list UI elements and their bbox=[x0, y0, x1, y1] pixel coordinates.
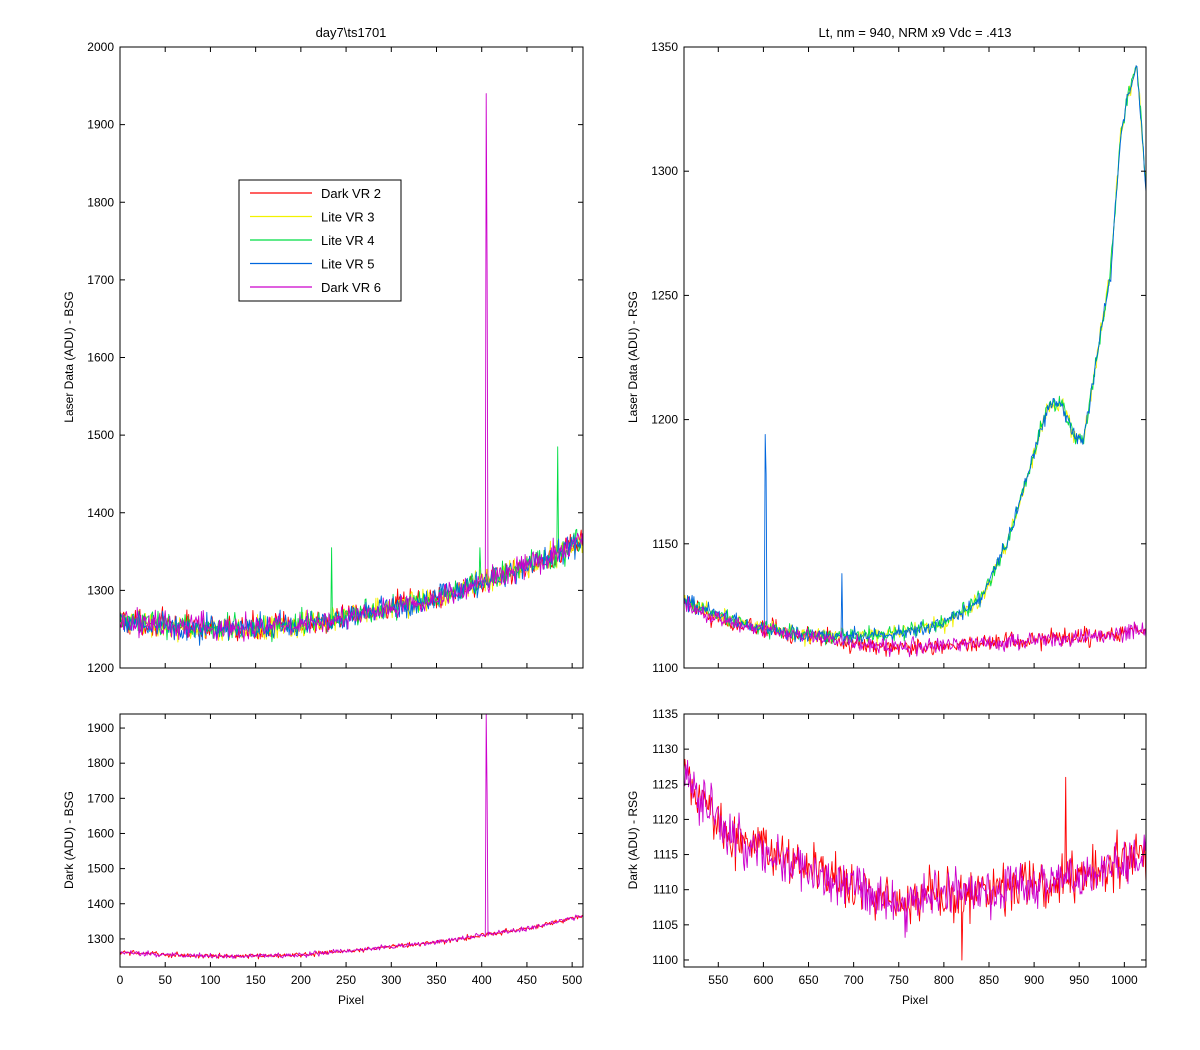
series-layer-bottom-left bbox=[120, 714, 583, 960]
x-axis-label-bottom-right: Pixel bbox=[902, 993, 928, 1007]
ticks-top-left: 1200 1300 1400 1500 1600 1700 1800 1900 2000 bbox=[87, 40, 583, 675]
x-tick-label: 1000 bbox=[1111, 973, 1138, 987]
y-axis-label-top-right: Laser Data (ADU) - RSG bbox=[626, 291, 640, 423]
x-tick-label: 950 bbox=[1069, 973, 1089, 987]
x-axis-label-bottom-left: Pixel bbox=[338, 993, 364, 1007]
x-tick-label: 350 bbox=[426, 973, 446, 987]
y-tick-label: 2000 bbox=[87, 40, 114, 54]
y-tick-label: 1120 bbox=[652, 812, 678, 826]
series-line-dark-vr-2 bbox=[684, 758, 1146, 961]
y-tick-label: 1125 bbox=[652, 777, 678, 791]
panel-top-right-laser-rsg: 1100 1150 1200 1250 1300 1350 Lt, nm = 940, N… bbox=[626, 25, 1147, 675]
y-tick-label: 1115 bbox=[653, 848, 678, 862]
y-axis-label-top-left: Laser Data (ADU) - BSG bbox=[62, 291, 76, 422]
plot-area-bottom-left bbox=[120, 714, 583, 967]
plot-frame-bottom-left bbox=[119, 713, 584, 968]
y-tick-label: 1250 bbox=[651, 288, 678, 302]
y-tick-label: 1300 bbox=[87, 583, 114, 597]
y-axis-label-bottom-right: Dark (ADU) - RSG bbox=[626, 791, 640, 890]
y-tick-label: 1800 bbox=[87, 195, 114, 209]
y-tick-label: 1700 bbox=[87, 273, 114, 287]
y-tick-label: 1500 bbox=[87, 862, 114, 876]
legend: Dark VR 2 Lite VR 3 Lite VR 4 Lite VR 5 Dark… bbox=[238, 179, 402, 302]
x-tick-label: 550 bbox=[708, 973, 728, 987]
x-tick-label: 450 bbox=[517, 973, 537, 987]
legend-entry-label: Dark VR 2 bbox=[321, 186, 381, 201]
y-tick-label: 1500 bbox=[87, 428, 114, 442]
y-tick-label: 1200 bbox=[87, 661, 114, 675]
legend-entry-label: Dark VR 6 bbox=[321, 280, 381, 295]
y-axis-label-bottom-left: Dark (ADU) - BSG bbox=[62, 791, 76, 889]
x-tick-label: 700 bbox=[844, 973, 864, 987]
series-line-dark-vr-2 bbox=[684, 596, 1146, 657]
x-tick-label: 200 bbox=[291, 973, 311, 987]
x-tick-label: 300 bbox=[381, 973, 401, 987]
y-tick-label: 1300 bbox=[651, 164, 678, 178]
series-layer-bottom-right bbox=[684, 758, 1146, 961]
x-tick-label: 250 bbox=[336, 973, 356, 987]
series-line-lite-vr-5 bbox=[684, 65, 1146, 646]
legend-entry-label: Lite VR 5 bbox=[321, 257, 374, 272]
y-tick-label: 1105 bbox=[652, 918, 678, 932]
y-tick-label: 1400 bbox=[87, 897, 114, 911]
y-tick-label: 1600 bbox=[87, 351, 114, 365]
y-tick-label: 1200 bbox=[651, 413, 678, 427]
y-tick-label: 1600 bbox=[87, 826, 114, 840]
y-tick-label: 1150 bbox=[652, 537, 678, 551]
x-tick-label: 800 bbox=[934, 973, 954, 987]
x-tick-label: 750 bbox=[889, 973, 909, 987]
y-tick-label: 1300 bbox=[87, 932, 114, 946]
panel-bottom-right-dark-rsg: 550 600 650 700 750 800 850 900 950 1000 1100 1105 1… bbox=[626, 707, 1147, 1007]
x-tick-label: 500 bbox=[562, 973, 582, 987]
y-tick-label: 1900 bbox=[87, 118, 114, 132]
series-line-dark-vr-6 bbox=[684, 759, 1146, 938]
y-tick-label: 1350 bbox=[651, 40, 678, 54]
y-tick-label: 1135 bbox=[652, 707, 678, 721]
y-tick-label: 1100 bbox=[652, 661, 678, 675]
x-tick-label: 850 bbox=[979, 973, 999, 987]
ticks-bottom-left: 0 50 100 150 200 250 300 350 400 450 500 1300 1400 15… bbox=[87, 714, 583, 987]
y-tick-label: 1110 bbox=[653, 883, 678, 897]
panel-top-left-laser-bsg: 1200 1300 1400 1500 1600 1700 1800 1900 2000 day… bbox=[62, 25, 584, 675]
x-tick-label: 900 bbox=[1024, 973, 1044, 987]
x-tick-label: 600 bbox=[753, 973, 773, 987]
series-layer-top-left bbox=[120, 93, 583, 646]
x-tick-label: 650 bbox=[799, 973, 819, 987]
x-tick-label: 0 bbox=[117, 973, 124, 987]
plot-frame-bottom-right bbox=[683, 713, 1147, 968]
x-tick-label: 400 bbox=[472, 973, 492, 987]
chart-title-top-left: day7\ts1701 bbox=[316, 25, 387, 40]
series-line-dark-vr-6 bbox=[120, 93, 583, 642]
y-tick-label: 1100 bbox=[652, 953, 678, 967]
legend-entry-label: Lite VR 3 bbox=[321, 210, 374, 225]
y-tick-label: 1800 bbox=[87, 756, 114, 770]
plot-frame-top-right bbox=[683, 46, 1147, 669]
x-tick-label: 50 bbox=[159, 973, 173, 987]
series-layer-top-right bbox=[684, 65, 1146, 658]
y-tick-label: 1130 bbox=[652, 742, 678, 756]
x-tick-label: 100 bbox=[200, 973, 220, 987]
ticks-top-right: 1100 1150 1200 1250 1300 1350 bbox=[651, 40, 1146, 675]
y-tick-label: 1700 bbox=[87, 791, 114, 805]
plot-area-top-right bbox=[684, 47, 1146, 668]
x-tick-label: 150 bbox=[246, 973, 266, 987]
y-tick-label: 1900 bbox=[87, 721, 114, 735]
panel-bottom-left-dark-bsg: 0 50 100 150 200 250 300 350 400 450 500 1300 1400 15… bbox=[62, 713, 584, 1007]
chart-title-top-right: Lt, nm = 940, NRM x9 Vdc = .413 bbox=[819, 25, 1012, 40]
series-line-dark-vr-6 bbox=[120, 714, 583, 959]
ticks-bottom-right: 550 600 650 700 750 800 850 900 950 1000 1100 1105 1… bbox=[652, 707, 1146, 987]
series-line-dark-vr-6 bbox=[684, 597, 1146, 658]
y-tick-label: 1400 bbox=[87, 506, 114, 520]
series-line-lite-vr-3 bbox=[684, 65, 1146, 647]
legend-entry-label: Lite VR 4 bbox=[321, 233, 374, 248]
